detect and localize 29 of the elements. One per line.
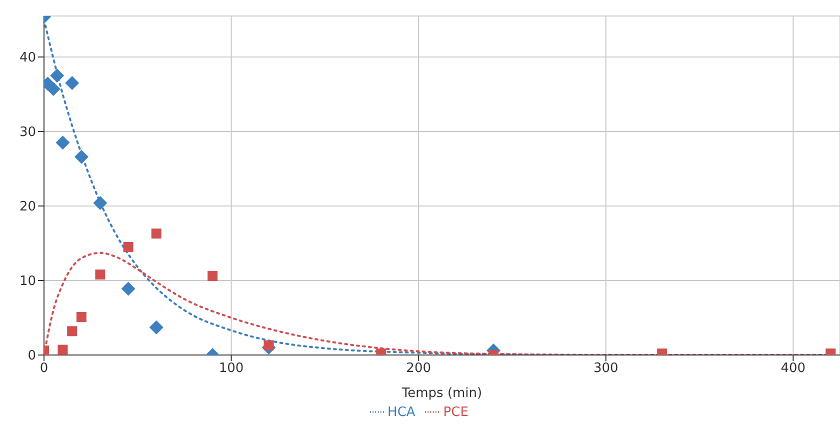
point: [95, 270, 106, 280]
point: [151, 228, 162, 239]
x-tick-label: 300: [593, 361, 618, 376]
point: [58, 344, 68, 355]
x-axis-title: Temps (min): [400, 386, 482, 401]
point: [56, 136, 70, 150]
y-tick-label: 10: [19, 274, 36, 290]
x-tick-label: 400: [780, 361, 806, 376]
point: [264, 340, 274, 350]
point: [50, 68, 64, 83]
point: [93, 196, 108, 210]
point: [46, 82, 60, 96]
legend-label: PCE: [443, 405, 468, 420]
y-tick-label: 20: [19, 200, 36, 215]
legend-label: HCA: [388, 405, 416, 420]
point: [65, 76, 80, 90]
point: [67, 326, 78, 336]
point: [121, 282, 136, 296]
y-tick-label: 40: [19, 50, 36, 66]
point: [149, 320, 164, 334]
point: [208, 271, 218, 282]
x-tick-label: 100: [218, 361, 244, 376]
y-tick-label: 0: [28, 348, 36, 364]
point: [74, 150, 88, 164]
point: [123, 242, 134, 252]
x-tick-label: 0: [40, 361, 48, 376]
y-tick-label: 30: [19, 125, 36, 140]
x-tick-label: 200: [406, 361, 431, 376]
point: [76, 312, 86, 322]
